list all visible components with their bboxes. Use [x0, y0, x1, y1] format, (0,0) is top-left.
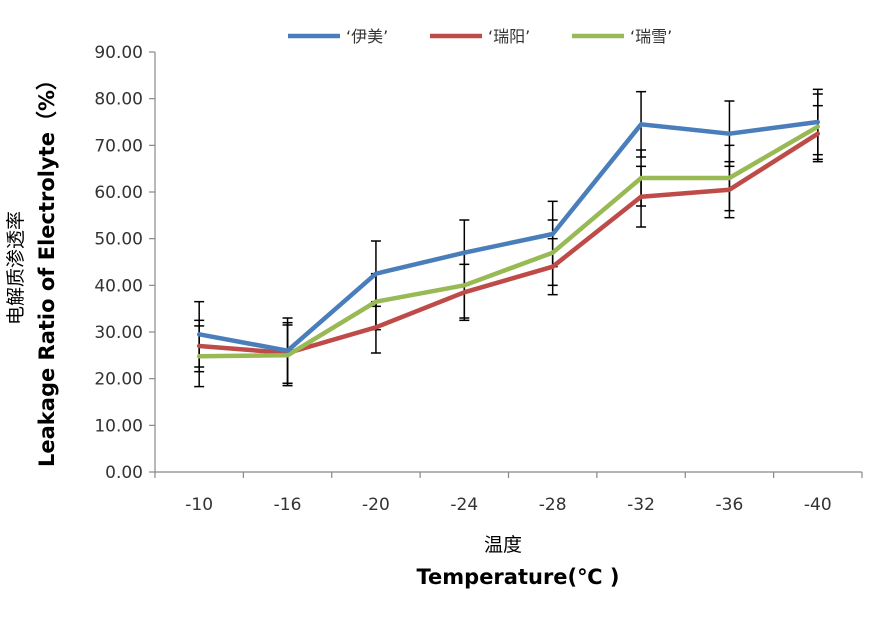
- axes: [149, 51, 863, 478]
- legend-label: ‘瑞阳’: [488, 27, 530, 46]
- x-axis-title-english: Temperature(℃ ): [417, 565, 620, 589]
- series-lines: [196, 119, 821, 359]
- y-tick-label: 0.00: [105, 463, 143, 483]
- legend-label: ‘伊美’: [346, 27, 388, 46]
- y-tick-label: 50.00: [94, 230, 143, 250]
- y-tick-label: 40.00: [94, 276, 143, 296]
- y-tick-label: 70.00: [94, 136, 143, 156]
- x-tick-label: -36: [716, 495, 744, 515]
- x-tick-labels: -10 -16 -20 -24 -28 -32 -36 -40: [185, 495, 831, 515]
- series-line-3: [196, 124, 821, 359]
- x-tick-label: -32: [627, 495, 655, 515]
- series-line-1: [196, 119, 821, 353]
- y-axis-title-english: Leakage Ratio of Electrolyte（%）: [35, 69, 59, 467]
- y-tick-label: 30.00: [94, 323, 143, 343]
- y-tick-labels: 0.00 10.00 20.00 30.00 40.00 50.00 60.00 70.00 8…: [94, 43, 143, 483]
- x-tick-label: -10: [185, 495, 213, 515]
- legend-label: ‘瑞雪’: [630, 27, 672, 46]
- legend: ‘伊美’ ‘瑞阳’ ‘瑞雪’: [288, 27, 672, 46]
- y-tick-label: 80.00: [94, 90, 143, 110]
- y-tick-label: 20.00: [94, 370, 143, 390]
- y-tick-label: 90.00: [94, 43, 143, 63]
- y-tick-label: 10.00: [94, 416, 143, 436]
- x-axis-title-chinese: 温度: [484, 534, 522, 556]
- y-tick-label: 60.00: [94, 183, 143, 203]
- y-axis-title-chinese: 电解质渗透率: [5, 211, 27, 325]
- x-tick-label: -28: [539, 495, 567, 515]
- x-tick-label: -20: [362, 495, 390, 515]
- x-tick-label: -40: [804, 495, 832, 515]
- x-tick-label: -16: [274, 495, 302, 515]
- x-tick-label: -24: [450, 495, 478, 515]
